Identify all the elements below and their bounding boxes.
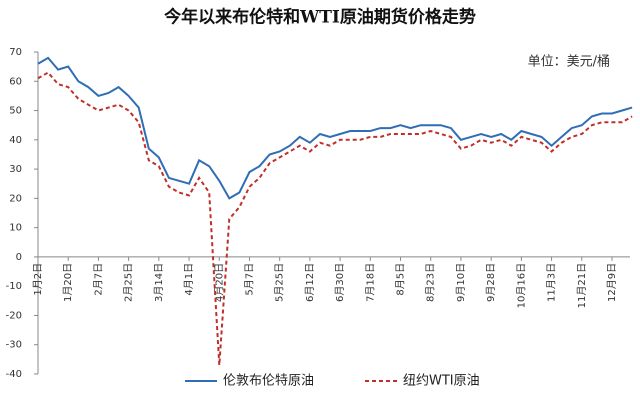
y-tick-label: -10	[6, 281, 22, 292]
y-tick-label: 10	[9, 223, 22, 234]
x-tick-label: 2月7日	[92, 263, 104, 296]
x-tick-label: 10月16日	[515, 263, 527, 308]
x-tick-label: 9月28日	[485, 263, 497, 302]
x-tick-label: 12月9日	[606, 263, 618, 302]
y-tick-label: 70	[9, 47, 22, 58]
x-tick-label: 5月25日	[274, 263, 286, 302]
x-tick-label: 2月25日	[123, 263, 135, 302]
x-tick-label: 5月7日	[243, 263, 255, 296]
x-tick-label: 1月20日	[62, 263, 74, 302]
x-tick-label: 1月2日	[32, 263, 44, 296]
y-tick-label: 0	[16, 252, 22, 263]
series-line	[37, 56, 633, 200]
y-tick-label: 20	[9, 193, 22, 204]
x-tick-label: 4月20日	[213, 263, 225, 302]
x-tick-label: 3月14日	[153, 263, 165, 302]
y-tick-label: -40	[6, 369, 22, 380]
x-tick-label: 8月5日	[395, 263, 407, 296]
unit-label: 单位：美元/桶	[528, 55, 610, 70]
x-tick-label: 11月21日	[576, 263, 588, 308]
x-tick-label: 7月18日	[364, 263, 376, 302]
chart-title: 今年以来布伦特和WTI原油期货价格走势	[164, 7, 476, 28]
legend-label: 伦敦布伦特原油	[223, 373, 314, 389]
y-tick-label: 50	[9, 106, 22, 117]
series-line	[37, 71, 633, 366]
x-tick-label: 9月10日	[455, 263, 467, 302]
x-tick-label: 11月3日	[546, 263, 558, 302]
y-tick-label: -30	[6, 340, 22, 351]
x-tick-label: 6月12日	[304, 263, 316, 302]
x-tick-label: 8月23日	[425, 263, 437, 302]
y-tick-label: 30	[9, 164, 22, 175]
legend-label: 纽约WTI原油	[403, 374, 480, 389]
y-tick-label: 40	[9, 135, 22, 146]
y-tick-label: -20	[6, 310, 22, 321]
x-tick-label: 4月1日	[183, 263, 195, 296]
x-tick-label: 6月30日	[334, 263, 346, 302]
y-tick-label: 60	[9, 76, 22, 87]
